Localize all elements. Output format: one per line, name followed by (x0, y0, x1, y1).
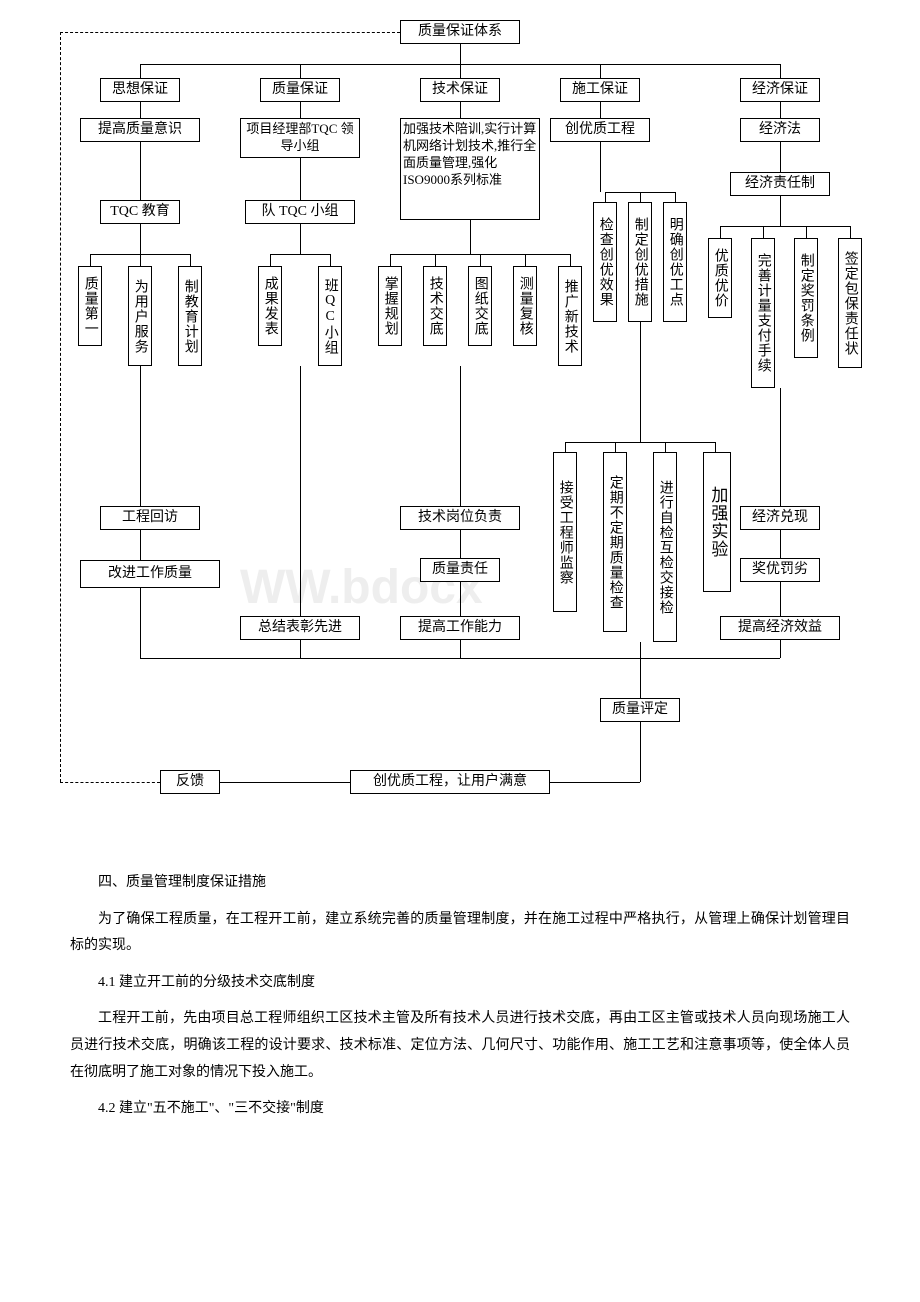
node-feedback: 反馈 (160, 770, 220, 794)
leaf-cgfb: 成果发表 (258, 266, 282, 346)
leaf-zldy: 质量第一 (78, 266, 102, 346)
leaf-zdcycs: 制定创优措施 (628, 202, 652, 322)
leaf-wsjl: 完善计量支付手续 (751, 238, 775, 388)
node-gchf: 工程回访 (100, 506, 200, 530)
heading-41: 4.1 建立开工前的分级技术交底制度 (70, 970, 850, 997)
body-text: 四、质量管理制度保证措施 为了确保工程质量，在工程开工前，建立系统完善的质量管理… (70, 870, 850, 1123)
node-sixiang: 思想保证 (100, 78, 180, 102)
para-1: 为了确保工程质量，在工程开工前，建立系统完善的质量管理制度，并在施工过程中严格执… (70, 907, 850, 960)
heading-4: 四、质量管理制度保证措施 (70, 870, 850, 897)
node-jsgwfz: 技术岗位负责 (400, 506, 520, 530)
node-final: 创优质工程，让用户满意 (350, 770, 550, 794)
para-2: 工程开工前，先由项目总工程师组织工区技术主管及所有技术人员进行技术交底，再由工区… (70, 1006, 850, 1086)
node-tqc-lead: 项目经理部TQC 领导小组 (240, 118, 360, 158)
leaf-jqsy: 加强实验 (703, 452, 731, 592)
node-tigao: 提高质量意识 (80, 118, 200, 142)
leaf-jsjd: 技术交底 (423, 266, 447, 346)
node-jingji: 经济保证 (740, 78, 820, 102)
node-jyfl: 奖优罚劣 (740, 558, 820, 582)
leaf-tgxjs: 推广新技术 (558, 266, 582, 366)
leaf-mqcygd: 明确创优工点 (663, 202, 687, 322)
node-zlzr: 质量责任 (420, 558, 500, 582)
node-tggznl: 提高工作能力 (400, 616, 520, 640)
leaf-qdbb: 签定包保责任状 (838, 238, 862, 368)
leaf-bqc: 班QC小组 (318, 266, 342, 366)
heading-42: 4.2 建立"五不施工"、"三不交接"制度 (70, 1096, 850, 1123)
node-chuangyou: 创优质工程 (550, 118, 650, 142)
leaf-dqbdq: 定期不定期质量检查 (603, 452, 627, 632)
node-gjgzzl: 改进工作质量 (80, 560, 220, 588)
node-jishu: 技术保证 (420, 78, 500, 102)
quality-assurance-diagram: WW.bdocx 质量保证体系 思想保证 质量保证 技术保证 施工保证 经济保证… (20, 20, 900, 850)
leaf-zwgh: 掌握规划 (378, 266, 402, 346)
leaf-jxzjhj: 进行自检互检交接检 (653, 452, 677, 642)
leaf-yzyj: 优质优价 (708, 238, 732, 318)
node-jingjifa: 经济法 (740, 118, 820, 142)
node-zjbzxj: 总结表彰先进 (240, 616, 360, 640)
node-jiaqiang: 加强技术陪训,实行计算机网络计划技术,推行全面质量管理,强化ISO9000系列标… (400, 118, 540, 220)
leaf-wyhfw: 为用户服务 (128, 266, 152, 366)
leaf-zjyjh: 制教育计划 (178, 266, 202, 366)
node-zhiliang: 质量保证 (260, 78, 340, 102)
leaf-jccyxg: 检查创优效果 (593, 202, 617, 322)
node-jjzrz: 经济责任制 (730, 172, 830, 196)
node-root: 质量保证体系 (400, 20, 520, 44)
leaf-zdjf: 制定奖罚条例 (794, 238, 818, 358)
leaf-tzjd: 图纸交底 (468, 266, 492, 346)
leaf-clfh: 测量复核 (513, 266, 537, 346)
node-shigong: 施工保证 (560, 78, 640, 102)
leaf-jsgcsjc: 接受工程师监察 (553, 452, 577, 612)
node-jjdx: 经济兑现 (740, 506, 820, 530)
node-dui-tqc: 队 TQC 小组 (245, 200, 355, 224)
node-tqc-edu: TQC 教育 (100, 200, 180, 224)
node-tgjjxy: 提高经济效益 (720, 616, 840, 640)
node-zlpd: 质量评定 (600, 698, 680, 722)
